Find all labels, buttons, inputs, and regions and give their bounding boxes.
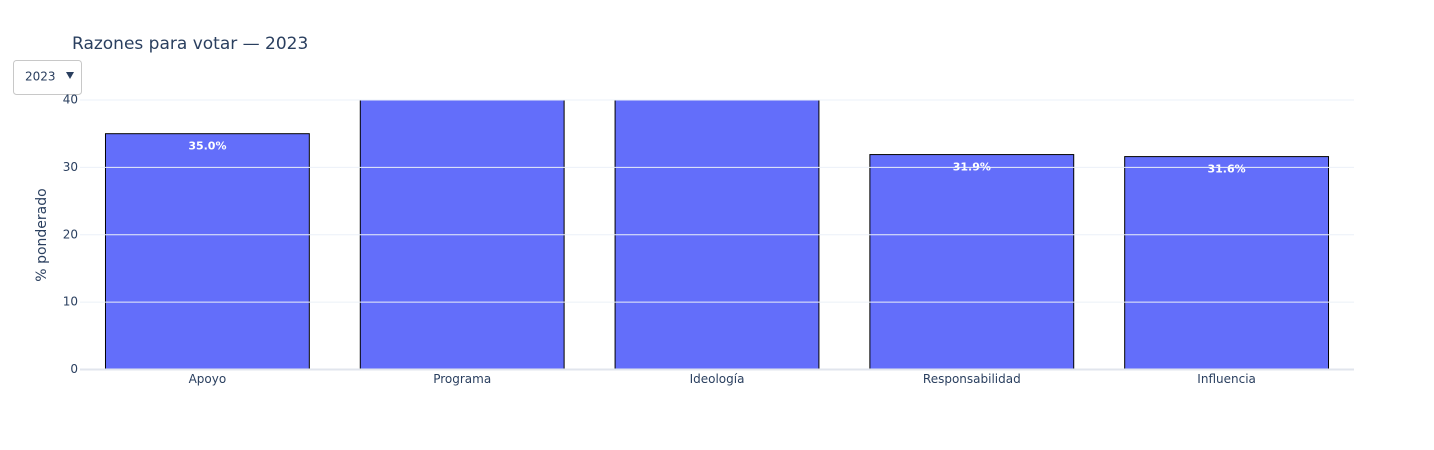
x-tick-label: Ideología: [690, 372, 745, 386]
data-label: 31.6%: [1208, 163, 1246, 176]
x-tick-label: Influencia: [1197, 372, 1256, 386]
y-tick-label: 0: [70, 362, 78, 376]
chart-title: Razones para votar — 2023: [72, 34, 308, 54]
y-tick-label: 30: [63, 160, 78, 174]
y-tick-label: 20: [63, 227, 78, 241]
x-tick-label: Programa: [433, 372, 491, 386]
x-tick-label: Responsabilidad: [923, 372, 1021, 386]
dropdown-box[interactable]: [13, 60, 82, 95]
bar: [104, 133, 310, 370]
dropdown[interactable]: 2023: [13, 60, 82, 95]
data-label: 35.0%: [188, 140, 226, 153]
dropdown-arrow[interactable]: [66, 72, 74, 79]
y-tick-label: 40: [63, 93, 78, 107]
bar: [869, 154, 1075, 370]
y-tick-label: 10: [63, 295, 78, 309]
x-tick-label: Apoyo: [189, 372, 227, 386]
y-axis-title: % ponderado: [34, 188, 50, 281]
dropdown-label[interactable]: 2023: [25, 70, 56, 84]
bar: [1124, 156, 1330, 370]
